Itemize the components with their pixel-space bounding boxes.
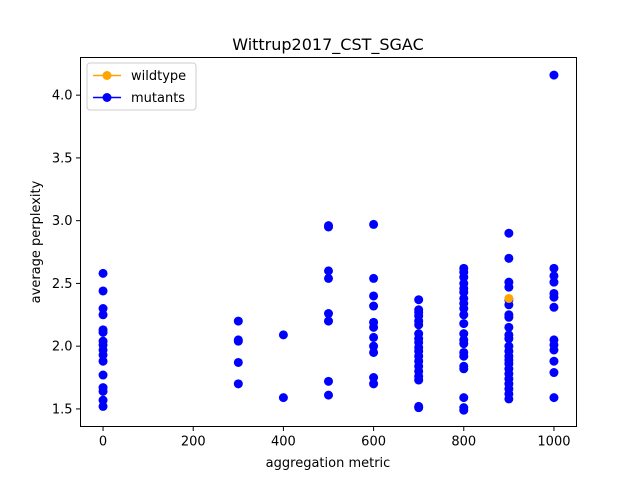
data-point-mutants-36: [369, 322, 379, 332]
x-tick-label-1000: 1000: [537, 435, 570, 450]
x-tick-label-800: 800: [451, 435, 476, 450]
x-tick-label-600: 600: [361, 435, 386, 450]
data-point-mutants-90: [504, 322, 514, 332]
y-tick-label-3.5: 3.5: [52, 151, 73, 166]
data-point-mutants-110: [549, 292, 559, 302]
data-point-mutants-78: [459, 364, 469, 374]
chart-title: Wittrup2017_CST_SGAC: [232, 35, 424, 55]
data-point-mutants-79: [459, 393, 469, 403]
data-point-mutants-115: [549, 356, 559, 366]
data-point-mutants-104: [504, 394, 514, 404]
data-point-mutants-107: [549, 271, 559, 281]
data-point-mutants-81: [459, 405, 469, 415]
data-point-mutants-3: [98, 310, 108, 320]
data-point-mutants-83: [504, 253, 514, 263]
data-point-mutants-70: [459, 310, 469, 320]
data-point-mutants-47: [414, 320, 424, 330]
data-point-mutants-10: [98, 356, 108, 366]
data-point-mutants-29: [324, 376, 333, 386]
data-point-mutants-76: [459, 351, 469, 361]
data-point-mutants-34: [369, 301, 379, 311]
data-point-mutants-14: [98, 395, 108, 405]
data-point-mutants-18: [233, 336, 243, 346]
y-axis-ticks: 1.5 2.0 2.5 3.0 3.5 4.0: [52, 89, 81, 417]
data-point-mutants-58: [414, 375, 424, 385]
legend: wildtype mutants: [86, 62, 197, 111]
data-point-mutants-111: [549, 302, 559, 312]
y-tick-label-2.5: 2.5: [52, 277, 73, 292]
data-point-mutants-72: [459, 329, 469, 339]
plot-frame: [80, 57, 577, 427]
data-point-mutants-108: [549, 277, 559, 287]
y-tick-label-2: 2.0: [52, 340, 73, 355]
data-point-mutants-38: [369, 341, 379, 351]
data-point-mutants-116: [549, 368, 559, 378]
data-point-mutants-0: [98, 268, 108, 278]
data-point-mutants-105: [549, 70, 559, 80]
data-point-mutants-9: [98, 350, 108, 360]
data-point-mutants-89: [504, 312, 514, 322]
data-point-mutants-5: [98, 327, 108, 337]
data-point-mutants-21: [278, 330, 288, 340]
data-point-mutants-33: [369, 291, 379, 301]
data-point-mutants-117: [549, 393, 559, 403]
data-point-mutants-63: [459, 272, 469, 282]
data-point-mutants-92: [504, 334, 514, 344]
data-point-mutants-19: [233, 357, 243, 367]
data-point-mutants-82: [504, 228, 514, 238]
data-point-mutants-2: [98, 304, 108, 314]
data-point-mutants-87: [504, 300, 514, 310]
plot-area: 0 200 400 600 800 1000 1.5 2.0 2.5 3.0 3.5 4.0: [52, 57, 577, 450]
data-point-mutants-71: [459, 319, 469, 329]
data-point-mutants-85: [504, 282, 514, 292]
data-point-mutants-32: [369, 273, 379, 283]
data-point-mutants-16: [233, 316, 243, 326]
y-axis-label: average perplexity: [29, 180, 44, 303]
data-point-mutants-25: [324, 266, 333, 276]
data-point-mutants-26: [324, 273, 333, 283]
legend-label-wildtype: wildtype: [131, 69, 186, 84]
data-point-mutants-42: [414, 295, 424, 305]
data-point-mutants-1: [98, 286, 108, 296]
data-point-mutants-37: [369, 332, 379, 342]
data-point-mutants-40: [369, 373, 379, 383]
y-tick-label-1.5: 1.5: [52, 402, 73, 417]
y-tick-label-4: 4.0: [52, 89, 73, 104]
data-point-mutants-41: [369, 379, 379, 389]
data-point-mutants-24: [324, 222, 333, 232]
legend-label-mutants: mutants: [131, 91, 185, 106]
data-points: [98, 70, 559, 415]
data-point-mutants-13: [98, 386, 108, 396]
data-point-mutants-60: [414, 403, 424, 413]
data-point-mutants-31: [369, 219, 379, 229]
data-point-mutants-106: [549, 263, 559, 273]
data-point-mutants-69: [459, 304, 469, 314]
legend-marker-mutants: [102, 93, 112, 102]
x-axis-ticks: 0 200 400 600 800 1000: [99, 426, 571, 450]
data-point-mutants-22: [278, 393, 288, 403]
data-point-mutants-15: [98, 401, 108, 411]
y-tick-label-3: 3.0: [52, 214, 73, 229]
legend-marker-wildtype: [102, 71, 112, 80]
data-point-wildtype-0: [504, 293, 514, 303]
data-point-mutants-74: [459, 339, 469, 349]
data-point-mutants-39: [369, 347, 379, 357]
data-point-mutants-27: [324, 309, 333, 319]
data-point-mutants-66: [459, 287, 469, 297]
x-axis-label: aggregation metric: [266, 456, 391, 471]
x-tick-label-400: 400: [271, 435, 296, 450]
data-point-mutants-28: [324, 316, 333, 326]
data-point-mutants-114: [549, 345, 559, 355]
data-point-mutants-20: [233, 379, 243, 389]
data-point-mutants-30: [324, 390, 333, 400]
x-tick-label-0: 0: [99, 435, 107, 450]
data-point-mutants-11: [98, 370, 108, 380]
x-tick-label-200: 200: [181, 435, 206, 450]
